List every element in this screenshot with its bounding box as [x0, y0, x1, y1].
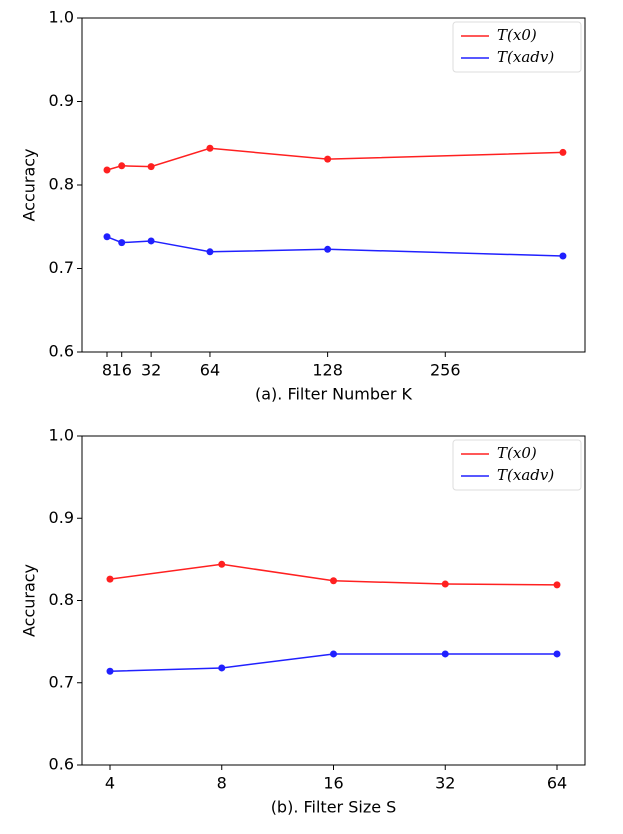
data-point: [206, 248, 214, 256]
data-point: [330, 650, 337, 658]
y-axis-label: Accuracy: [20, 148, 39, 221]
x-axis-label: (b). Filter Size S: [271, 798, 397, 817]
data-point: [553, 650, 561, 658]
y-tick-label: 0.8: [49, 175, 74, 194]
data-point: [441, 650, 449, 658]
data-point: [106, 575, 114, 583]
data-point: [559, 148, 567, 156]
data-point: [559, 252, 567, 260]
y-tick-label: 0.8: [49, 590, 74, 609]
y-axis-label: Accuracy: [20, 564, 39, 637]
data-point: [118, 239, 126, 247]
x-tick-label: 16: [323, 774, 343, 793]
y-tick-label: 1.0: [49, 8, 74, 27]
x-tick-label: 16: [112, 361, 132, 380]
data-point: [103, 166, 111, 174]
series-line: [106, 147, 563, 171]
y-tick-label: 1.0: [49, 426, 74, 445]
data-point: [206, 144, 214, 152]
x-tick-label: 4: [105, 774, 115, 793]
legend-label: T(x0): [497, 444, 537, 462]
y-tick-label: 0.6: [49, 342, 74, 361]
x-tick-label: 32: [141, 361, 161, 380]
y-tick-label: 0.9: [49, 508, 74, 527]
x-tick-label: 64: [547, 774, 567, 793]
x-tick-label: 256: [430, 361, 461, 380]
x-tick-label: 8: [102, 361, 112, 380]
data-point: [106, 667, 114, 675]
data-point: [218, 664, 226, 672]
data-point: [324, 245, 332, 253]
y-tick-label: 0.6: [49, 755, 74, 774]
data-point: [324, 155, 332, 163]
y-tick-label: 0.7: [49, 258, 74, 277]
legend-label: T(xadv): [497, 466, 554, 484]
x-tick-label: 8: [217, 774, 227, 793]
series-line: [106, 236, 563, 257]
data-point: [147, 237, 155, 245]
data-point: [103, 233, 111, 241]
data-point: [553, 581, 561, 589]
data-point: [441, 580, 449, 588]
x-tick-label: 32: [435, 774, 455, 793]
data-point: [330, 577, 337, 585]
y-tick-label: 0.9: [49, 91, 74, 110]
y-tick-label: 0.7: [49, 672, 74, 691]
data-point: [147, 163, 155, 171]
legend-box: [452, 21, 582, 73]
x-tick-label: 128: [312, 361, 343, 380]
legend-box: [452, 439, 582, 491]
x-tick-label: 64: [200, 361, 220, 380]
legend-label: T(xadv): [497, 48, 554, 66]
data-point: [118, 162, 126, 170]
legend-label: T(x0): [497, 26, 537, 44]
x-axis-label: (a). Filter Number K: [255, 385, 413, 404]
data-point: [218, 560, 226, 568]
